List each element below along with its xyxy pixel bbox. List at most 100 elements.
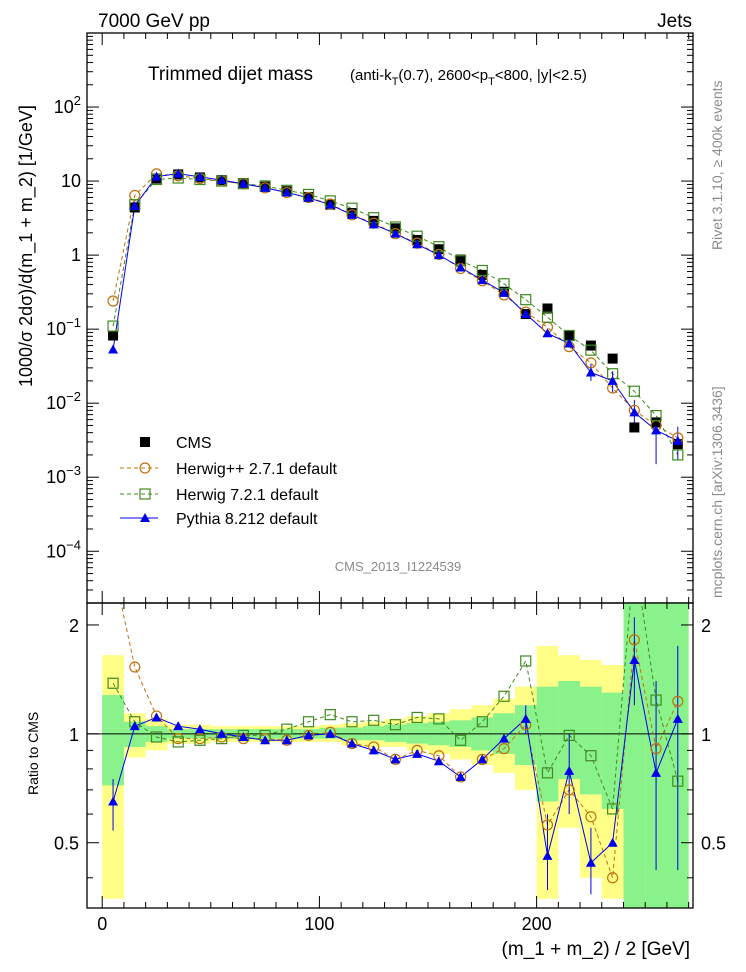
ratio-point-open-square	[607, 803, 619, 815]
ratio-point-triangle	[368, 745, 379, 755]
ratio-point-open-square	[520, 655, 532, 667]
ratio-point-open-square	[476, 716, 488, 728]
point-triangle	[542, 328, 553, 338]
point-triangle	[651, 425, 662, 435]
y-tick-label-base: 10	[61, 171, 81, 191]
ratio-point-open-square	[650, 694, 662, 706]
ratio-plot-ticks: 0.5 0.5 1 1 2 2 0 100 200	[54, 603, 726, 934]
point-triangle	[108, 344, 119, 354]
point-triangle	[281, 187, 292, 197]
point-triangle	[238, 178, 249, 188]
band-green	[384, 724, 407, 742]
y-tick-label: 10−3	[46, 463, 81, 487]
point-triangle	[325, 199, 336, 209]
y-tick-label: 10	[61, 171, 81, 191]
legend-label: CMS	[176, 435, 212, 452]
point-triangle	[260, 182, 271, 192]
ratio-point-open-square	[172, 736, 184, 748]
ratio-point-triangle	[216, 728, 227, 738]
ratio-point-open-square	[563, 729, 575, 742]
band-green	[623, 603, 646, 908]
main-plot-y-label: 1000/σ 2dσ)/d(m_1 + m_2) [1/GeV]	[16, 105, 37, 387]
point-open-square	[628, 385, 640, 397]
ratio-point-open-square	[346, 716, 358, 728]
ratio-point-circle	[672, 695, 684, 707]
ratio-point-triangle	[672, 713, 683, 723]
header-left: 7000 GeV pp	[98, 11, 210, 32]
ratio-point-triangle	[651, 767, 662, 777]
ratio-point-triangle	[564, 765, 575, 775]
ratio-y-tick-label-left: 1	[69, 725, 79, 745]
ratio-point-triangle	[542, 850, 553, 860]
point-open-square	[541, 311, 554, 323]
legend-label: Herwig 7.2.1 default	[176, 487, 319, 504]
point-triangle	[194, 171, 205, 181]
band-green	[601, 692, 624, 809]
ratio-point-triangle	[477, 754, 488, 764]
point-triangle	[520, 309, 531, 319]
point-circle	[107, 295, 119, 307]
point-square	[108, 330, 119, 341]
point-triangle	[412, 239, 423, 249]
point-open-square	[650, 409, 662, 422]
y-tick-label-base: 10	[46, 393, 66, 413]
ratio-point-triangle	[151, 712, 162, 722]
main-plot-title: Trimmed dijet mass	[148, 64, 313, 85]
point-open-square	[520, 294, 532, 306]
ratio-y-tick-label-right: 2	[701, 616, 711, 636]
y-tick-label-base: 10	[46, 467, 66, 487]
ratio-point-circle	[650, 743, 662, 755]
point-triangle	[499, 287, 510, 297]
watermark: CMS_2013_I1224539	[335, 559, 462, 574]
point-triangle	[303, 192, 314, 202]
ratio-point-triangle	[499, 733, 510, 743]
point-square	[564, 330, 575, 341]
ratio-point-open-square	[324, 709, 336, 721]
ratio-point-triangle	[238, 732, 249, 742]
band-green	[362, 726, 385, 741]
point-square	[542, 303, 553, 314]
series-line-3	[112, 173, 679, 442]
series-line-1	[112, 173, 679, 439]
ratio-point-circle	[563, 784, 575, 796]
legend-label: Pythia 8.212 default	[176, 511, 318, 528]
y-tick-label-base: 10	[54, 97, 74, 117]
y-tick-label: 10−1	[46, 315, 81, 339]
y-tick-label-base: 10	[46, 541, 66, 561]
point-square	[455, 254, 466, 265]
point-triangle	[346, 209, 357, 219]
x-tick-label: 0	[97, 914, 107, 934]
band-green	[123, 721, 146, 747]
point-triangle	[151, 171, 162, 181]
point-triangle	[216, 175, 227, 185]
ratio-point-triangle	[390, 754, 401, 764]
point-triangle	[173, 168, 184, 178]
x-axis-label: (m_1 + m_2) / 2 [GeV]	[502, 939, 691, 960]
point-triangle	[129, 201, 140, 211]
point-triangle	[564, 338, 575, 348]
ratio-plot-marks	[87, 603, 693, 908]
main-plot-title-detail: (anti-kT(0.7), 2600<pT<800, |y|<2.5)	[350, 67, 587, 88]
y-tick-label-base: 1	[71, 245, 81, 265]
ratio-point-triangle	[629, 655, 640, 665]
ratio-point-triangle	[412, 748, 423, 758]
ratio-point-triangle	[281, 735, 292, 745]
ratio-point-triangle	[173, 721, 184, 731]
y-tick-label-exp: −1	[66, 315, 81, 330]
band-green	[102, 695, 124, 786]
point-triangle	[607, 375, 618, 385]
y-tick-label-exp: −2	[66, 389, 81, 404]
legend-label: Herwig++ 2.7.1 default	[176, 461, 338, 478]
point-square	[607, 353, 618, 364]
rivet-label: Rivet 3.1.10, ≥ 400k events	[709, 80, 725, 250]
point-triangle	[433, 250, 444, 260]
ratio-point-triangle	[260, 735, 271, 745]
ratio-point-triangle	[346, 738, 357, 748]
ratio-point-circle	[498, 743, 510, 755]
legend-marker-open-square	[139, 488, 151, 500]
ratio-point-triangle	[433, 756, 444, 766]
mcplots-label: mcplots.cern.ch [arXiv:1306.3436]	[709, 386, 725, 598]
point-triangle	[477, 275, 488, 285]
